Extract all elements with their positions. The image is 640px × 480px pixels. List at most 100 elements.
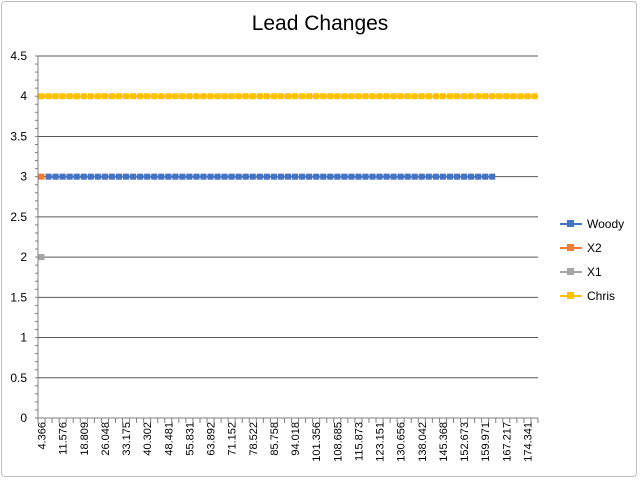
data-point-woody: [306, 173, 313, 180]
data-point-chris: [137, 93, 144, 100]
x-tick-label: 71.152: [227, 422, 239, 456]
data-point-woody: [292, 173, 299, 180]
data-point-chris: [503, 93, 510, 100]
data-point-chris: [256, 93, 263, 100]
x-tick-label: 4.366: [37, 422, 49, 450]
x-tick-label: 167.217: [501, 422, 513, 462]
data-point-woody: [432, 173, 439, 180]
data-point-chris: [59, 93, 66, 100]
data-point-woody: [228, 173, 235, 180]
data-point-woody: [52, 173, 59, 180]
data-point-woody: [418, 173, 425, 180]
data-point-chris: [73, 93, 80, 100]
data-point-woody: [66, 173, 73, 180]
data-point-woody: [242, 173, 249, 180]
data-point-woody: [130, 173, 137, 180]
y-tick-label: 3: [20, 170, 27, 184]
data-point-chris: [172, 93, 179, 100]
data-point-chris: [510, 93, 517, 100]
data-point-woody: [186, 173, 193, 180]
y-tick-label: 2: [20, 250, 27, 264]
data-point-woody: [165, 173, 172, 180]
data-point-woody: [123, 173, 130, 180]
data-point-chris: [144, 93, 151, 100]
x-tick-label: 138.042: [417, 422, 429, 462]
data-point-chris: [165, 93, 172, 100]
data-point-woody: [263, 173, 270, 180]
data-point-woody: [369, 173, 376, 180]
legend-item-chris: Chris: [558, 287, 638, 311]
data-point-woody: [200, 173, 207, 180]
y-tick-label: 0.5: [10, 371, 27, 385]
data-point-woody: [277, 173, 284, 180]
legend-marker: [567, 292, 574, 299]
chart-legend: Woody X2 X1 Chris: [558, 215, 638, 311]
x-tick-label: 33.175: [121, 422, 133, 456]
x-tick-label: 123.151: [375, 422, 387, 462]
data-point-woody: [454, 173, 461, 180]
data-point-woody: [80, 173, 87, 180]
data-point-chris: [214, 93, 221, 100]
data-point-chris: [151, 93, 158, 100]
legend-item-x1: X1: [558, 263, 638, 287]
x-tick-label: 40.302: [142, 422, 154, 456]
data-point-chris: [52, 93, 59, 100]
data-point-chris: [454, 93, 461, 100]
data-point-chris: [123, 93, 130, 100]
y-tick-label: 0: [20, 411, 27, 425]
data-point-chris: [376, 93, 383, 100]
data-point-chris: [235, 93, 242, 100]
data-point-chris: [418, 93, 425, 100]
legend-label: X1: [587, 265, 602, 279]
data-point-chris: [38, 93, 45, 100]
data-point-chris: [285, 93, 291, 100]
data-point-woody: [341, 173, 348, 180]
x-tick-label: 63.892: [206, 422, 218, 456]
data-point-woody: [256, 173, 263, 180]
data-point-woody: [439, 173, 446, 180]
data-point-chris: [348, 93, 355, 100]
x-tick-label: 108.685: [332, 422, 344, 462]
data-point-woody: [270, 173, 277, 180]
data-point-woody: [207, 173, 214, 180]
data-point-woody: [193, 173, 200, 180]
data-point-chris: [101, 93, 108, 100]
data-point-chris: [228, 93, 235, 100]
data-point-woody: [172, 173, 179, 180]
data-point-chris: [432, 93, 439, 100]
x-tick-label: 159.971: [480, 422, 492, 462]
data-point-woody: [327, 173, 334, 180]
data-point-woody: [411, 173, 418, 180]
data-point-chris: [130, 93, 137, 100]
data-point-chris: [179, 93, 186, 100]
data-point-chris: [263, 93, 270, 100]
data-point-woody: [101, 173, 108, 180]
data-point-chris: [334, 93, 341, 100]
data-point-woody: [87, 173, 94, 180]
data-point-chris: [270, 93, 277, 100]
data-point-chris: [369, 93, 376, 100]
data-point-woody: [144, 173, 151, 180]
x-tick-label: 101.356: [311, 422, 323, 462]
data-point-woody: [348, 173, 355, 180]
data-point-chris: [411, 93, 418, 100]
legend-label: X2: [587, 241, 602, 255]
x-tick-label: 174.341: [522, 422, 534, 462]
data-point-chris: [355, 93, 362, 100]
data-point-woody: [475, 173, 482, 180]
data-point-woody: [73, 173, 80, 180]
legend-label: Woody: [587, 217, 625, 231]
legend-marker: [567, 244, 574, 251]
y-tick-label: 4.5: [10, 49, 27, 63]
data-point-chris: [292, 93, 299, 100]
data-point-chris: [200, 93, 207, 100]
data-point-chris: [496, 93, 503, 100]
data-point-x1: [38, 254, 45, 261]
data-point-woody: [320, 173, 327, 180]
data-point-woody: [362, 173, 369, 180]
data-point-woody: [179, 173, 186, 180]
data-point-chris: [66, 93, 73, 100]
data-point-woody: [313, 173, 320, 180]
data-point-woody: [397, 173, 404, 180]
data-point-chris: [475, 93, 482, 100]
